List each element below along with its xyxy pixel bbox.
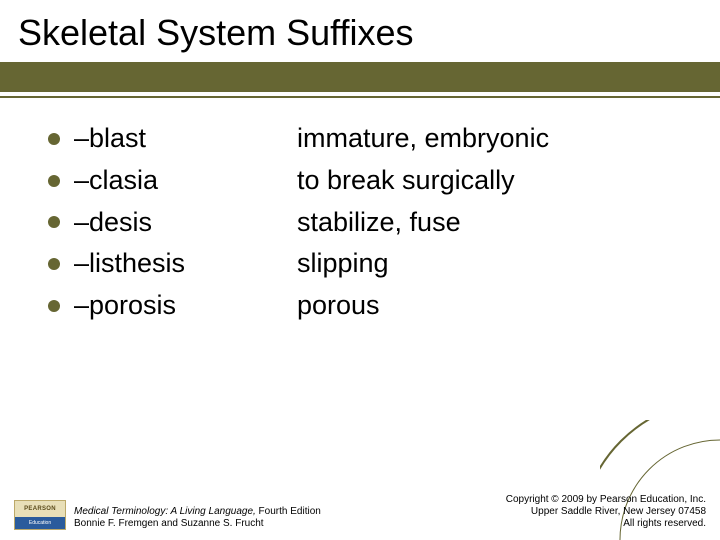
list-item: –porosis xyxy=(48,289,293,323)
logo-bottom-label: Education xyxy=(15,517,65,529)
definition-label: to break surgically xyxy=(297,164,692,198)
title-region: Skeletal System Suffixes xyxy=(0,0,720,62)
logo-top-label: PEARSON xyxy=(15,501,65,517)
definition-label: slipping xyxy=(297,247,692,281)
list-item: –desis xyxy=(48,206,293,240)
bullet-icon xyxy=(48,216,60,228)
term-label: –clasia xyxy=(74,164,158,198)
copyright-line: Upper Saddle River, New Jersey 07458 xyxy=(506,506,706,518)
slide: Skeletal System Suffixes –blast –clasia … xyxy=(0,0,720,540)
book-edition: Fourth Edition xyxy=(256,506,321,517)
term-label: –desis xyxy=(74,206,152,240)
book-title-line: Medical Terminology: A Living Language, … xyxy=(74,506,321,518)
bullet-icon xyxy=(48,175,60,187)
book-credit: Medical Terminology: A Living Language, … xyxy=(74,506,321,530)
slide-title: Skeletal System Suffixes xyxy=(18,12,702,54)
bullet-icon xyxy=(48,133,60,145)
term-label: –blast xyxy=(74,122,146,156)
book-authors: Bonnie F. Fremgen and Suzanne S. Frucht xyxy=(74,518,321,530)
pearson-logo: PEARSON Education xyxy=(14,500,66,530)
book-title: Medical Terminology: A Living Language, xyxy=(74,506,256,517)
accent-bar xyxy=(0,62,720,92)
definition-label: porous xyxy=(297,289,692,323)
list-item: –clasia xyxy=(48,164,293,198)
definition-label: immature, embryonic xyxy=(297,122,692,156)
content-area: –blast –clasia –desis –listhesis –porosi… xyxy=(0,98,720,331)
term-label: –porosis xyxy=(74,289,176,323)
footer: PEARSON Education Medical Terminology: A… xyxy=(0,494,720,530)
copyright-block: Copyright © 2009 by Pearson Education, I… xyxy=(506,494,706,530)
term-label: –listhesis xyxy=(74,247,185,281)
definition-label: stabilize, fuse xyxy=(297,206,692,240)
list-item: –listhesis xyxy=(48,247,293,281)
definitions-column: immature, embryonic to break surgically … xyxy=(293,122,692,331)
list-item: –blast xyxy=(48,122,293,156)
copyright-line: Copyright © 2009 by Pearson Education, I… xyxy=(506,494,706,506)
copyright-line: All rights reserved. xyxy=(506,518,706,530)
bullet-icon xyxy=(48,300,60,312)
bullet-icon xyxy=(48,258,60,270)
terms-column: –blast –clasia –desis –listhesis –porosi… xyxy=(48,122,293,331)
